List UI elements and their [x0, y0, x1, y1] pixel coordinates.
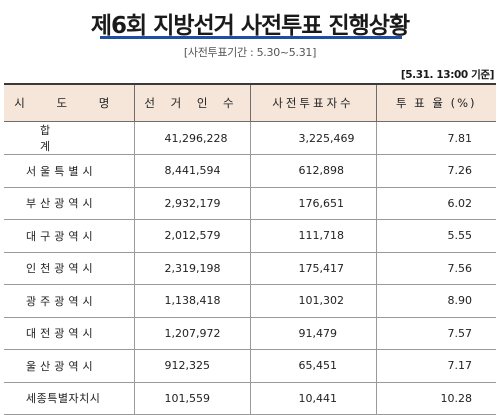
region-cell: 부산광역시 [4, 186, 135, 220]
table-row: 서울특별시 8,441,594 612,898 7.26 [4, 154, 496, 188]
region-cell: 울산광역시 [4, 349, 135, 383]
table-row: 울산광역시 912,325 65,451 7.17 [4, 349, 496, 383]
turnout-cell: 8.90 [375, 284, 496, 318]
region-cell: 대구광역시 [4, 219, 135, 253]
header-region: 시 도 명 [4, 85, 135, 122]
turnout-cell: 7.56 [375, 251, 496, 285]
turnout-table-container: 시 도 명 선 거 인 수 사전투표자수 투 표 율 (%) 합 계 41,29… [4, 83, 496, 415]
header-electors: 선 거 인 수 [133, 85, 251, 122]
turnout-table: 시 도 명 선 거 인 수 사전투표자수 투 표 율 (%) 합 계 41,29… [4, 85, 496, 415]
turnout-cell: 7.81 [375, 121, 496, 155]
electors-cell: 912,325 [133, 349, 251, 383]
region-cell: 광주광역시 [4, 284, 135, 318]
early-voters-cell: 176,651 [249, 186, 377, 220]
early-voters-cell: 65,451 [249, 349, 377, 383]
turnout-cell: 5.55 [375, 219, 496, 253]
table-row: 인천광역시 2,319,198 175,417 7.56 [4, 251, 496, 285]
table-row: 세종특별자치시 101,559 10,441 10.28 [4, 381, 496, 415]
voting-period: [사전투표기간 : 5.30~5.31] [183, 46, 317, 59]
electors-cell: 1,138,418 [133, 284, 251, 318]
turnout-cell: 7.57 [375, 316, 496, 350]
electors-cell: 2,319,198 [133, 251, 251, 285]
early-voters-cell: 111,718 [249, 219, 377, 253]
page-title: 제6회 지방선거 사전투표 진행상황 [90, 13, 410, 39]
turnout-cell: 7.26 [375, 154, 496, 188]
early-voters-cell: 3,225,469 [249, 121, 377, 155]
header-early-voters: 사전투표자수 [249, 85, 377, 122]
early-voters-cell: 10,441 [249, 381, 377, 415]
table-row-total: 합 계 41,296,228 3,225,469 7.81 [4, 121, 496, 155]
region-cell: 세종특별자치시 [4, 381, 135, 415]
table-row: 광주광역시 1,138,418 101,302 8.90 [4, 284, 496, 318]
region-cell: 인천광역시 [4, 251, 135, 285]
region-cell: 서울특별시 [4, 154, 135, 188]
electors-cell: 101,559 [133, 381, 251, 415]
header-turnout: 투 표 율 (%) [375, 85, 496, 122]
table-row: 대전광역시 1,207,972 91,479 7.57 [4, 316, 496, 350]
turnout-cell: 10.28 [375, 381, 496, 415]
region-cell: 대전광역시 [4, 316, 135, 350]
region-cell: 합 계 [4, 121, 135, 155]
electors-cell: 1,207,972 [133, 316, 251, 350]
electors-cell: 2,932,179 [133, 186, 251, 220]
table-row: 대구광역시 2,012,579 111,718 5.55 [4, 219, 496, 253]
early-voters-cell: 101,302 [249, 284, 377, 318]
table-header-row: 시 도 명 선 거 인 수 사전투표자수 투 표 율 (%) [4, 85, 496, 122]
turnout-cell: 6.02 [375, 186, 496, 220]
electors-cell: 2,012,579 [133, 219, 251, 253]
early-voters-cell: 612,898 [249, 154, 377, 188]
electors-cell: 8,441,594 [133, 154, 251, 188]
table-row: 부산광역시 2,932,179 176,651 6.02 [4, 186, 496, 220]
as-of-timestamp: [5.31. 13:00 기준] [400, 69, 495, 81]
early-voters-cell: 175,417 [249, 251, 377, 285]
early-voters-cell: 91,479 [249, 316, 377, 350]
turnout-cell: 7.17 [375, 349, 496, 383]
electors-cell: 41,296,228 [133, 121, 251, 155]
title-underline [100, 36, 402, 39]
